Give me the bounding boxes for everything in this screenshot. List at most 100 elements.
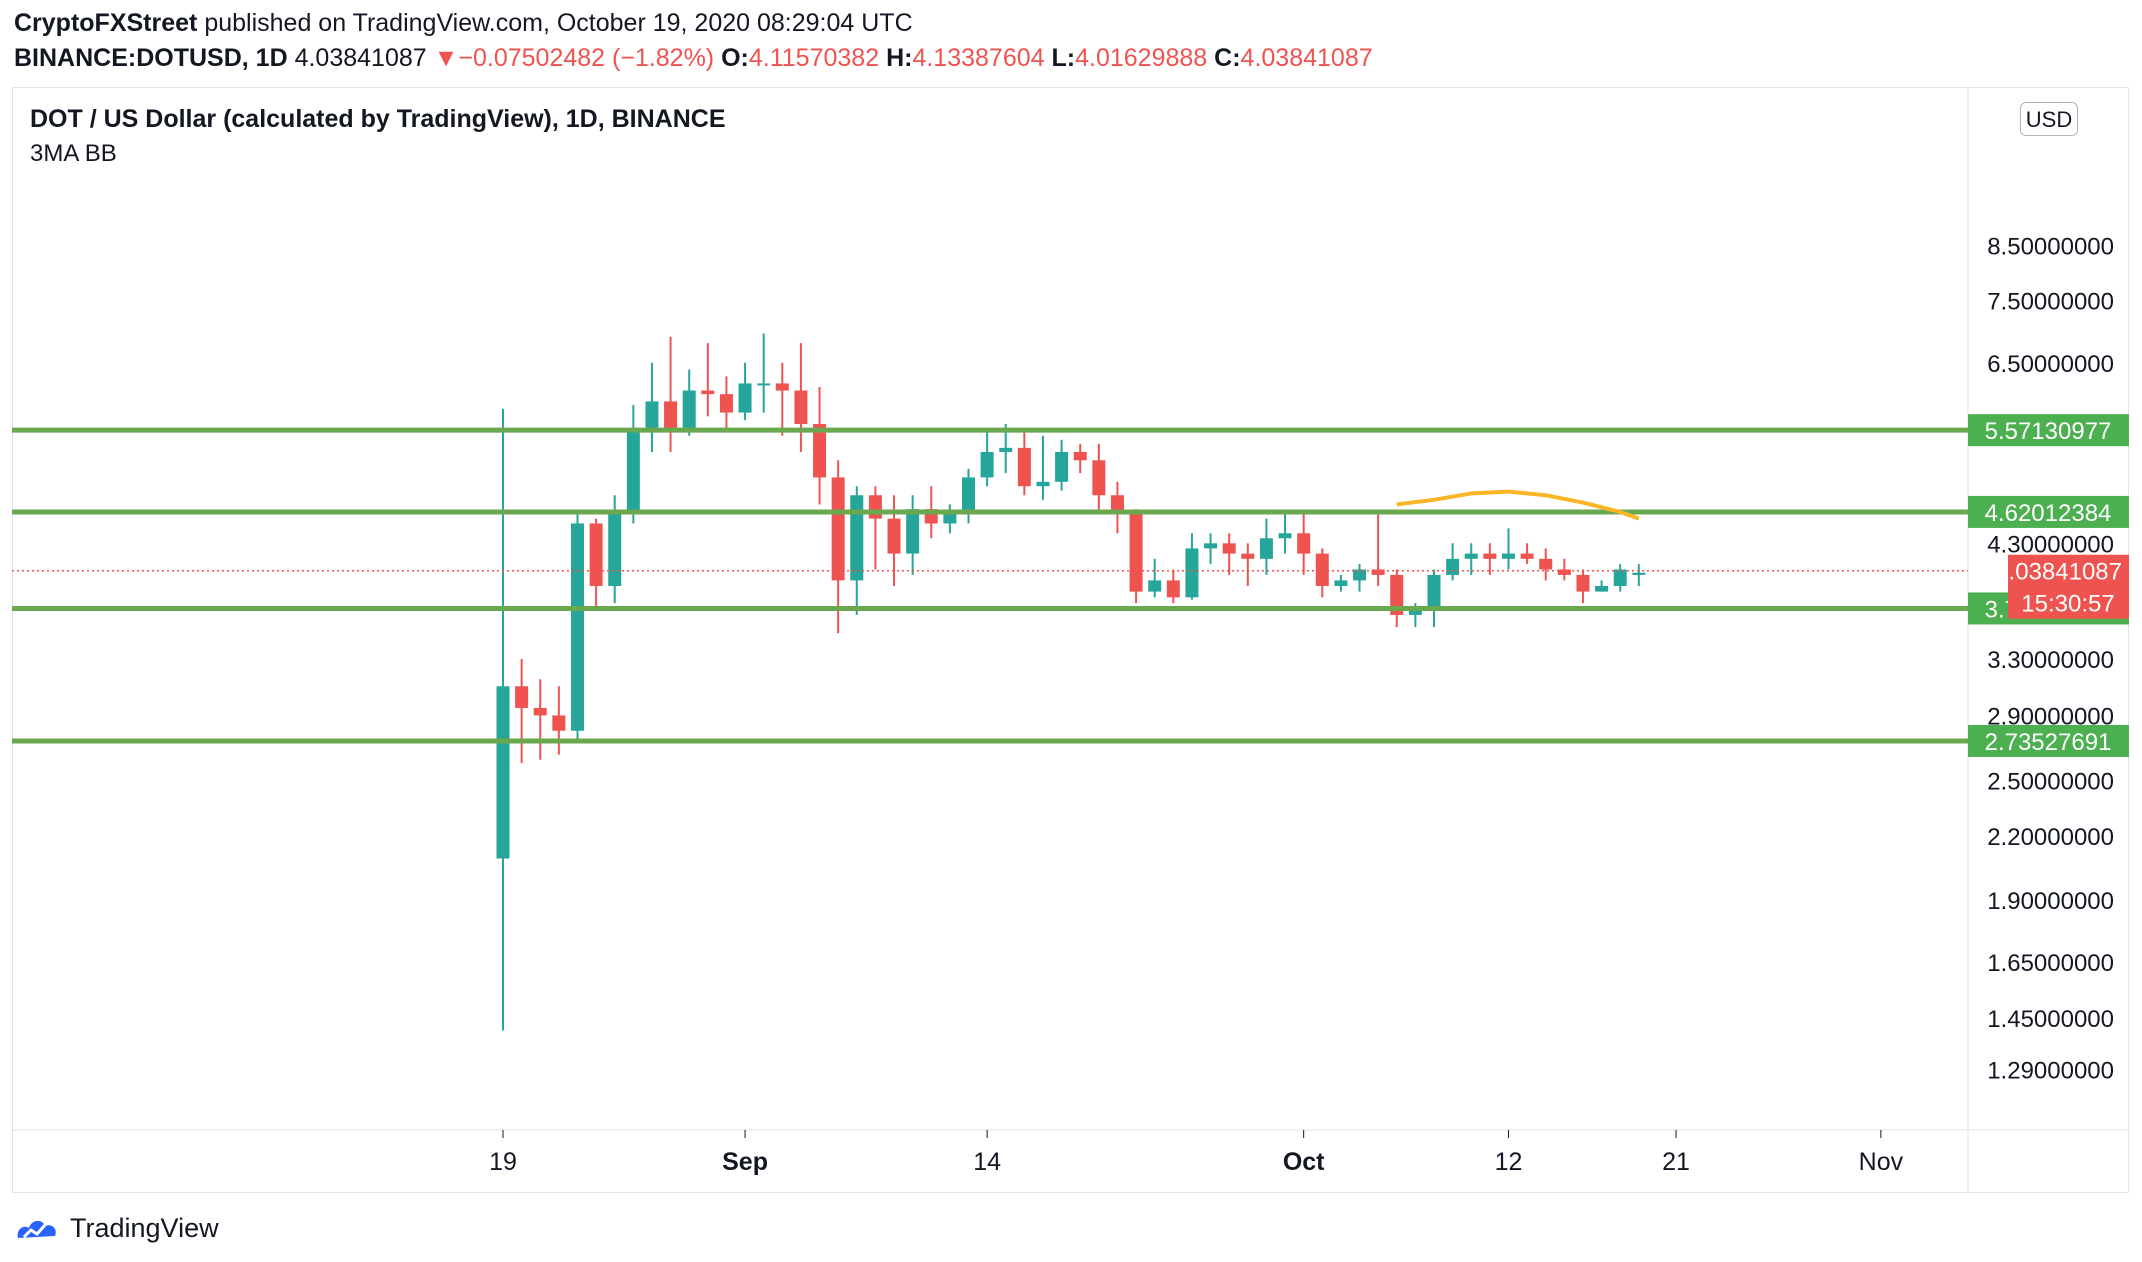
candle-up xyxy=(1632,572,1646,575)
current-price-label: 4.03841087 xyxy=(1995,559,2122,586)
high-value: 4.13387604 xyxy=(912,44,1045,72)
candle-up xyxy=(1204,543,1218,549)
level-price-label: 4.62012384 xyxy=(1985,500,2112,527)
candle-up xyxy=(496,686,510,859)
y-tick-label: 1.45000000 xyxy=(1987,1006,2114,1033)
candle-up xyxy=(1185,548,1199,598)
x-tick-label: 12 xyxy=(1495,1148,1523,1176)
candle-down xyxy=(552,715,566,731)
author-name[interactable]: CryptoFXStreet xyxy=(14,9,198,37)
candle-up xyxy=(738,383,752,413)
candle-up xyxy=(980,451,994,478)
candle-up xyxy=(1501,553,1515,559)
candle-up xyxy=(850,495,864,581)
candle-down xyxy=(1315,553,1329,586)
candle-down xyxy=(813,424,827,478)
countdown-label: 15:30:57 xyxy=(2021,591,2114,618)
last-price: 4.03841087 xyxy=(294,44,427,72)
candle-down xyxy=(831,477,845,581)
candle-down xyxy=(719,394,733,413)
level-price-tag xyxy=(1968,414,2129,447)
publish-info: published on TradingView.com, October 19… xyxy=(197,9,913,37)
candle-down xyxy=(1520,553,1534,559)
low-label: L: xyxy=(1051,44,1076,72)
candle-up xyxy=(1464,553,1478,559)
candle-up xyxy=(570,523,584,731)
level-price-label: 2.73527691 xyxy=(1985,729,2112,756)
candle-up xyxy=(626,431,640,514)
tradingview-logo-icon[interactable] xyxy=(14,1212,60,1244)
open-label: O: xyxy=(721,44,749,72)
y-tick-label: 1.65000000 xyxy=(1987,950,2114,977)
candle-down xyxy=(1222,543,1236,554)
x-tick-label: Sep xyxy=(722,1148,768,1176)
y-tick-label: 7.50000000 xyxy=(1987,288,2114,315)
footer: TradingView xyxy=(14,1208,219,1248)
candle-up xyxy=(999,447,1013,452)
candle-down xyxy=(775,383,789,391)
x-tick-label: 21 xyxy=(1662,1148,1690,1176)
candle-up xyxy=(1427,574,1441,609)
candle-down xyxy=(1110,495,1124,514)
candle-down xyxy=(1371,569,1385,575)
high-label: H: xyxy=(886,44,913,72)
candle-up xyxy=(1595,585,1609,592)
candle-up xyxy=(1408,608,1422,615)
symbol-label: BINANCE:DOTUSD, 1D xyxy=(14,44,288,72)
candle-down xyxy=(515,686,529,708)
price-chart[interactable]: 8.50000000 7.50000000 6.50000000 4.30000000… xyxy=(0,0,2142,1200)
candle-down xyxy=(868,495,882,519)
candle-up xyxy=(1278,533,1292,539)
x-tick-label: Oct xyxy=(1283,1148,1325,1176)
level-price-tag xyxy=(1968,724,2129,757)
candle-down xyxy=(1539,558,1553,570)
current-price-tag xyxy=(2008,554,2129,619)
candle-up xyxy=(1055,451,1069,482)
x-tick-label: Nov xyxy=(1859,1148,1904,1176)
x-tick-label: 19 xyxy=(489,1148,517,1176)
y-tick-label: 6.50000000 xyxy=(1987,351,2114,378)
ohlc-header: BINANCE:DOTUSD, 1D 4.03841087 ▼−0.075024… xyxy=(14,44,1373,73)
candle-down xyxy=(589,523,603,586)
candle-up xyxy=(906,509,920,554)
candle-down xyxy=(1297,533,1311,554)
candle-up xyxy=(1613,569,1627,586)
candle-up xyxy=(1353,569,1367,581)
price-change: −0.07502482 (−1.82%) xyxy=(458,44,715,72)
y-tick-label: 2.20000000 xyxy=(1987,824,2114,851)
chart-title: DOT / US Dollar (calculated by TradingVi… xyxy=(30,105,726,133)
candle-up xyxy=(1446,558,1460,575)
publish-header: CryptoFXStreet published on TradingView.… xyxy=(14,9,913,38)
candle-down xyxy=(1129,513,1143,592)
candle-down xyxy=(887,518,901,554)
y-tick-label: 1.29000000 xyxy=(1987,1057,2114,1084)
candle-down xyxy=(1017,447,1031,487)
candle-up xyxy=(943,513,957,524)
level-price-label: 5.57130977 xyxy=(1985,418,2112,445)
indicator-label[interactable]: 3MA BB xyxy=(30,140,117,167)
close-value: 4.03841087 xyxy=(1240,44,1373,72)
moving-average-line xyxy=(1396,489,1640,521)
candle-down xyxy=(664,401,678,428)
candle-down xyxy=(1073,451,1087,461)
open-value: 4.11570382 xyxy=(748,44,880,72)
candle-up xyxy=(1334,580,1348,586)
candle-down xyxy=(1576,574,1590,592)
low-value: 4.01629888 xyxy=(1075,44,1208,72)
candle-up xyxy=(1036,481,1050,487)
candle-up xyxy=(682,390,696,428)
candle-up xyxy=(757,383,771,386)
y-tick-label: 1.90000000 xyxy=(1987,888,2114,915)
candle-up xyxy=(962,477,975,514)
currency-button[interactable]: USD xyxy=(2020,102,2078,136)
candle-down xyxy=(1092,460,1106,496)
tradingview-brand[interactable]: TradingView xyxy=(70,1212,219,1243)
x-tick-label: 14 xyxy=(973,1148,1001,1176)
candle-down xyxy=(1557,569,1571,575)
candle-down xyxy=(533,707,547,716)
y-tick-label: 4.30000000 xyxy=(1987,531,2114,558)
candle-down xyxy=(1390,574,1404,615)
level-price-tag xyxy=(1968,495,2129,528)
close-label: C: xyxy=(1214,44,1241,72)
candle-up xyxy=(1259,538,1273,559)
